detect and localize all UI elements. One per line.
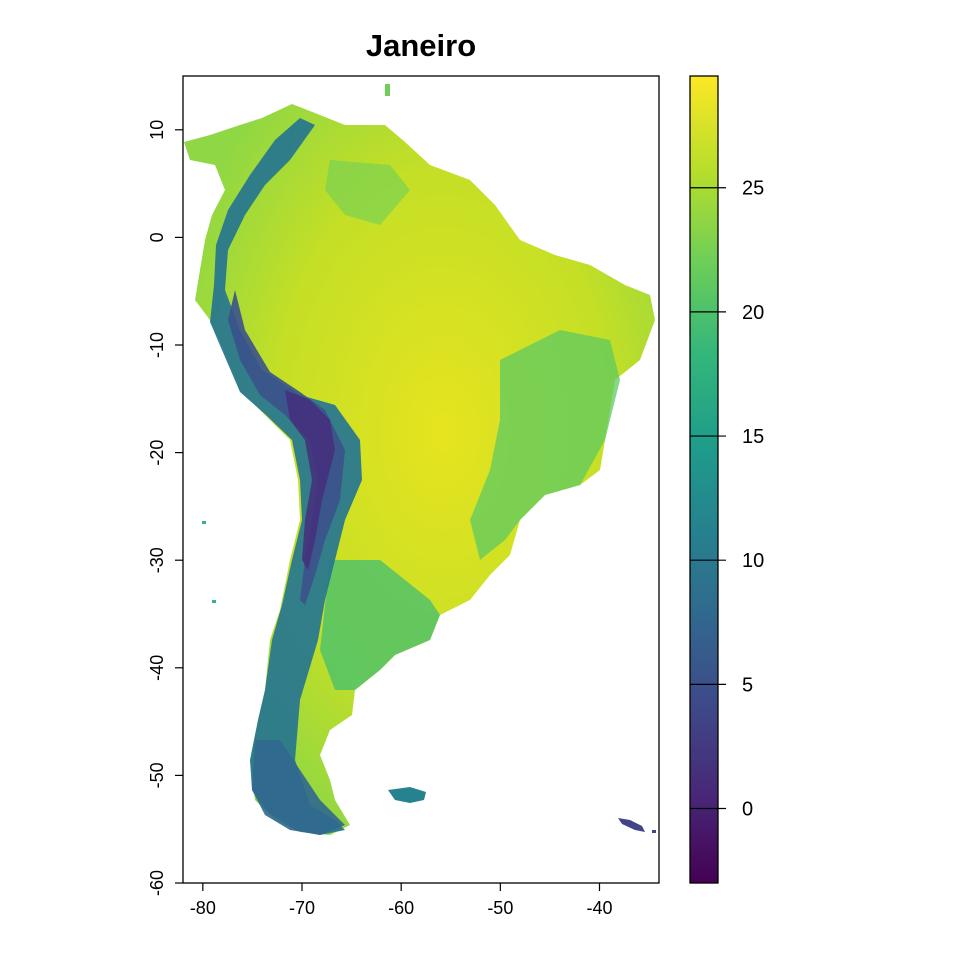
colorbar-ticks: 0 5 10 15 20 25 [690, 178, 764, 821]
green-region-east [470, 330, 620, 560]
colorbar-tick-label: 25 [742, 178, 764, 200]
south-georgia [618, 818, 645, 832]
x-tick-label: -60 [388, 898, 414, 918]
y-tick-label: 10 [147, 120, 167, 140]
green-region-north [325, 160, 410, 225]
raster-layer [184, 84, 656, 835]
x-tick-label: -70 [289, 898, 315, 918]
falkland-islands [388, 787, 426, 803]
y-axis: 10 0 -10 -20 -30 -40 -50 -60 [147, 120, 183, 896]
colorbar-tick-label: 10 [742, 550, 764, 572]
island-dot [652, 830, 656, 833]
y-tick-label: -40 [147, 655, 167, 681]
patagonia-south [252, 740, 345, 835]
map-title: Janeiro [366, 28, 476, 63]
colorbar-tick-label: 0 [742, 799, 753, 821]
y-tick-label: -20 [147, 440, 167, 466]
y-tick-label: -10 [147, 332, 167, 358]
x-tick-label: -40 [586, 898, 612, 918]
colorbar-tick-label: 5 [742, 674, 753, 696]
green-region-south [320, 560, 440, 690]
plot-frame [182, 75, 660, 884]
x-tick-label: -50 [487, 898, 513, 918]
y-tick-label: -30 [147, 547, 167, 573]
y-tick-label: 0 [147, 232, 167, 242]
island-dot [385, 84, 390, 96]
andes-highest [285, 390, 335, 570]
colorbar [689, 75, 719, 884]
y-tick-label: -50 [147, 762, 167, 788]
y-tick-label: -60 [147, 870, 167, 896]
colorbar-tick-label: 15 [742, 426, 764, 448]
island-dot [212, 600, 216, 603]
colorbar-tick-label: 20 [742, 302, 764, 324]
x-tick-label: -80 [190, 898, 216, 918]
x-axis: -80 -70 -60 -50 -40 [190, 883, 613, 918]
island-dot [202, 521, 206, 524]
